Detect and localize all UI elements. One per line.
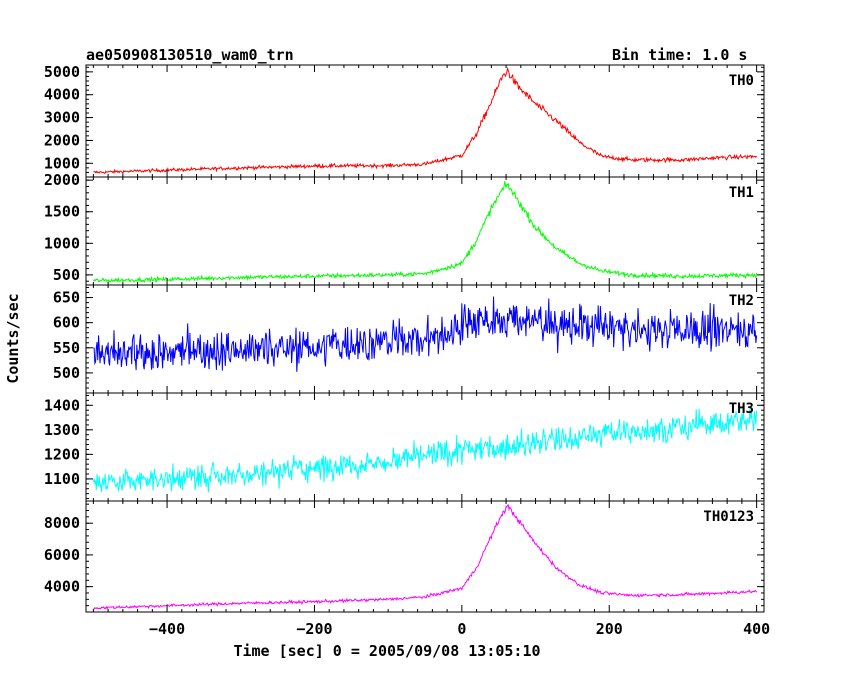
y-tick-label: 5000 (44, 63, 80, 81)
y-tick-label: 4000 (44, 578, 80, 596)
y-tick-label: 1200 (44, 445, 80, 463)
y-tick-label: 550 (53, 339, 80, 357)
y-tick-label: 1300 (44, 421, 80, 439)
x-axis-label: Time [sec] 0 = 2005/09/08 13:05:10 (233, 642, 540, 660)
series-line-th0123 (93, 504, 758, 610)
panel-label-th2: TH2 (729, 293, 754, 309)
y-tick-label: 3000 (44, 109, 80, 127)
y-tick-label: 1100 (44, 470, 80, 488)
panel-frame-th1 (85, 176, 765, 286)
chart-title: ae050908130510_wam0_trn (86, 46, 294, 64)
y-tick-label: 1400 (44, 396, 80, 414)
y-tick-label: 1000 (44, 154, 80, 172)
y-tick-label: 6000 (44, 546, 80, 564)
y-tick-label: 1000 (44, 234, 80, 252)
y-tick-label: 1500 (44, 203, 80, 221)
x-tick-label: −200 (296, 620, 332, 638)
series-line-th1 (93, 181, 758, 284)
x-tick-label: 200 (596, 620, 623, 638)
x-tick-label: −400 (149, 620, 185, 638)
y-tick-label: 4000 (44, 86, 80, 104)
x-tick-label: 400 (743, 620, 770, 638)
panel-label-th0123: TH0123 (703, 509, 754, 525)
y-tick-label: 8000 (44, 514, 80, 532)
y-tick-label: 600 (53, 314, 80, 332)
y-tick-label: 500 (53, 364, 80, 382)
series-line-th3 (92, 406, 758, 493)
panel-frame-th0123 (85, 500, 765, 613)
panel-label-th3: TH3 (729, 401, 754, 417)
series-line-th2 (93, 296, 758, 372)
panel-label-th0: TH0 (729, 73, 754, 89)
y-tick-label: 500 (53, 266, 80, 284)
panel-label-th1: TH1 (729, 185, 754, 201)
y-tick-label: 650 (53, 289, 80, 307)
panel-frame-th3 (85, 392, 765, 502)
x-tick-label: 0 (457, 620, 466, 638)
bin-time-label: Bin time: 1.0 s (612, 46, 748, 64)
series-line-th0 (93, 66, 758, 175)
y-axis-label: Counts/sec (4, 293, 22, 383)
y-tick-label: 2000 (44, 171, 80, 189)
y-tick-label: 2000 (44, 131, 80, 149)
